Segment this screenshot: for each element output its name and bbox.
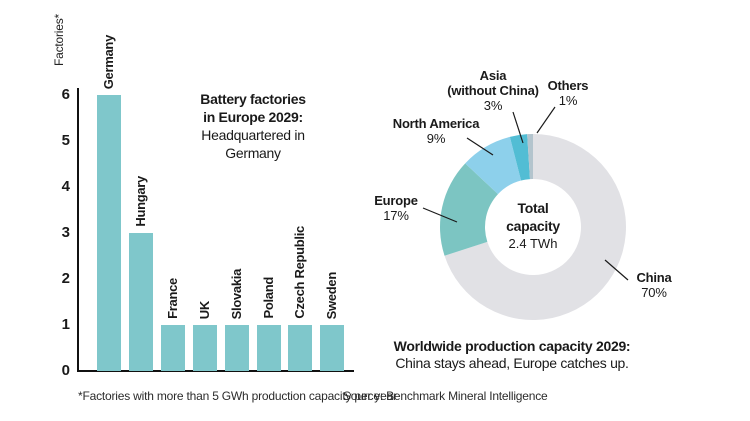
others-label: Others 1% xyxy=(528,78,608,108)
china-pct: 70% xyxy=(641,285,667,300)
y-tick-6: 6 xyxy=(61,86,70,103)
total-capacity-value: 2.4 TWh xyxy=(508,236,558,251)
x-axis-line xyxy=(77,370,354,372)
bar-uk xyxy=(193,325,217,371)
europe-label: Europe 17% xyxy=(346,193,446,223)
donut-caption-regular: China stays ahead, Europe catches up. xyxy=(395,355,629,371)
north-america-pct: 9% xyxy=(426,131,446,146)
europe-label-name: Europe xyxy=(374,193,418,208)
asia-label: Asia (without China) 3% xyxy=(418,68,568,113)
asia-label-line1: Asia xyxy=(479,68,507,83)
asia-leader-line xyxy=(512,111,524,144)
bar-chart-title-line1: Battery factories xyxy=(200,91,306,107)
y-tick-5: 5 xyxy=(61,132,70,149)
north-america-label-name: North America xyxy=(392,116,480,131)
bar-chart-title: Battery factories in Europe 2029: Headqu… xyxy=(168,90,338,162)
source-note: Source: Benchmark Mineral Intelligence xyxy=(343,389,548,403)
china-leader-line xyxy=(604,259,629,281)
europe-pct: 17% xyxy=(383,208,409,223)
bar-slovakia xyxy=(225,325,249,371)
y-tick-1: 1 xyxy=(61,316,70,333)
donut-segment-others xyxy=(527,133,533,180)
bar-chart-subtitle-line1: Headquartered in xyxy=(201,127,305,143)
donut-caption: Worldwide production capacity 2029: Chin… xyxy=(372,338,652,372)
donut-caption-bold: Worldwide production capacity 2029: xyxy=(393,338,631,354)
y-tick-0: 0 xyxy=(61,362,70,379)
footnote: *Factories with more than 5 GWh producti… xyxy=(78,389,397,403)
donut-segment-europe xyxy=(440,163,499,256)
asia-pct: 3% xyxy=(483,98,503,113)
donut-segment-asia-without-china- xyxy=(509,134,530,181)
asia-label-line2: (without China) xyxy=(447,83,539,98)
y-axis-line xyxy=(77,88,79,372)
y-tick-2: 2 xyxy=(61,270,70,287)
bar-chart-title-line2: in Europe 2029: xyxy=(203,109,303,125)
others-pct: 1% xyxy=(558,93,578,108)
europe-leader-line xyxy=(422,207,458,223)
north-america-label: North America 9% xyxy=(361,116,511,146)
others-label-name: Others xyxy=(547,78,589,93)
donut-segment-north-america xyxy=(465,136,522,195)
donut-center-label: Total capacity 2.4 TWh xyxy=(473,199,593,253)
china-label-name: China xyxy=(636,270,672,285)
donut-segment-china xyxy=(444,134,626,321)
bar-hungary xyxy=(129,233,153,371)
bar-france xyxy=(161,325,185,371)
total-capacity-line2: capacity xyxy=(506,218,560,234)
total-capacity-line1: Total xyxy=(517,200,549,216)
y-tick-3: 3 xyxy=(61,224,70,241)
bar-sweden xyxy=(320,325,344,371)
bar-chart-subtitle-line2: Germany xyxy=(225,145,281,161)
bar-germany xyxy=(97,95,121,371)
others-leader-line xyxy=(536,106,556,134)
bar-poland xyxy=(257,325,281,371)
china-label: China 70% xyxy=(604,270,704,300)
north-america-leader-line xyxy=(466,137,494,156)
bar-czech-republic xyxy=(288,325,312,371)
y-tick-4: 4 xyxy=(61,178,70,195)
